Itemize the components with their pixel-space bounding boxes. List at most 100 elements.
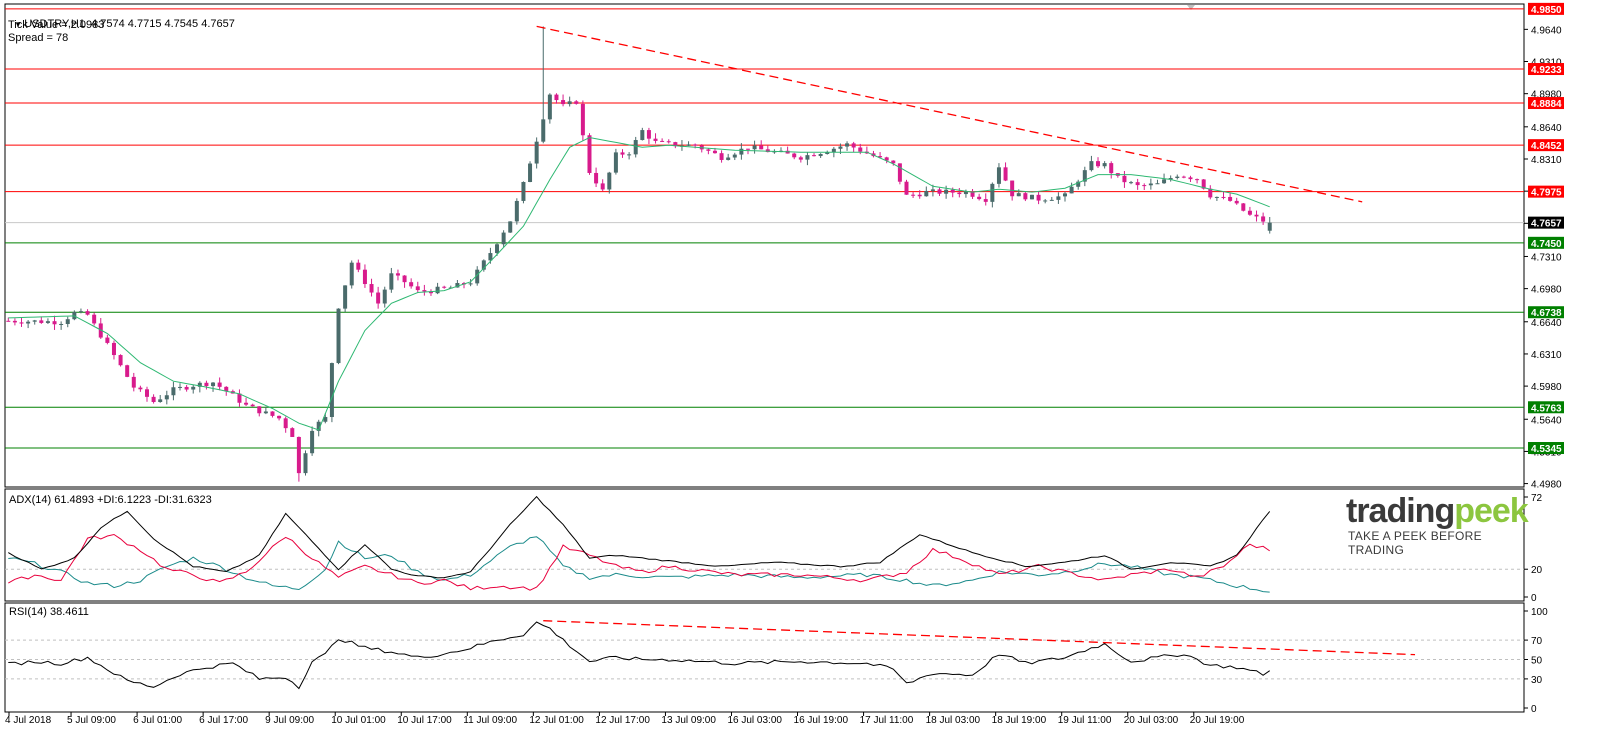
candle <box>1076 179 1081 190</box>
time-tick-label: 17 Jul 11:00 <box>860 715 914 726</box>
candle-body <box>224 386 229 392</box>
candle-body <box>990 183 995 202</box>
candle <box>1135 178 1140 190</box>
candle-body <box>138 387 143 390</box>
minus-di-line <box>8 536 1270 593</box>
candle <box>666 139 671 144</box>
time-tick-label: 16 Jul 19:00 <box>794 715 849 726</box>
candle <box>296 436 301 482</box>
candle <box>812 153 817 157</box>
candle <box>554 93 559 104</box>
candle-body <box>600 183 605 190</box>
candle-body <box>343 285 348 309</box>
price-tick-label: 4.7310 <box>1531 252 1562 263</box>
candle <box>283 416 288 433</box>
candle-body <box>580 103 585 136</box>
candle <box>805 152 810 166</box>
price-tick-label: 4.8310 <box>1531 155 1562 166</box>
candle <box>118 354 123 367</box>
candle-body <box>316 421 321 431</box>
candle-body <box>1062 193 1067 197</box>
candle-body <box>151 396 156 402</box>
candle-body <box>798 157 803 160</box>
adx-tick-label: 72 <box>1531 493 1543 504</box>
price-tick-label: 4.9310 <box>1531 58 1562 69</box>
candle-body <box>547 94 552 120</box>
candle-body <box>878 156 883 158</box>
price-tick-label: 4.5980 <box>1531 382 1562 393</box>
candle <box>917 190 922 199</box>
candle <box>607 171 612 194</box>
candle-body <box>514 200 519 222</box>
candle <box>587 133 592 175</box>
candle-body <box>501 232 506 245</box>
candle-body <box>1102 163 1107 167</box>
candle <box>1062 191 1067 202</box>
collapse-triangle-icon[interactable]: ▼ <box>14 20 25 29</box>
candle-body <box>574 101 579 104</box>
candle-body <box>1109 163 1114 174</box>
candle <box>32 319 37 325</box>
candle-body <box>1181 176 1186 178</box>
price-tick-label: 4.8640 <box>1531 123 1562 134</box>
candle <box>851 141 856 153</box>
candle-body <box>1029 194 1034 200</box>
resistance-price-tag-bg <box>1528 139 1564 152</box>
candle-body <box>1003 167 1008 181</box>
candle <box>633 136 638 158</box>
candle-body <box>924 190 929 197</box>
candle <box>270 411 275 418</box>
candle <box>561 94 566 107</box>
candle <box>759 140 764 150</box>
candle-body <box>712 150 717 154</box>
candle <box>171 381 176 401</box>
current-price-tag-bg <box>1528 216 1564 229</box>
candle-body <box>845 143 850 147</box>
support-price-tag-bg <box>1528 236 1564 249</box>
candle <box>362 264 367 288</box>
candle-body <box>1135 182 1140 186</box>
candle-body <box>111 342 116 356</box>
candle <box>1069 182 1074 194</box>
candle <box>45 318 50 324</box>
price-trendline <box>536 25 1363 203</box>
support-price-tag: 4.7450 <box>1531 239 1562 250</box>
candle <box>316 419 321 437</box>
candle <box>217 377 222 391</box>
candle <box>541 26 546 144</box>
rsi-tick-label: 50 <box>1531 656 1543 667</box>
candle-body <box>59 323 64 325</box>
candle <box>204 380 209 390</box>
candle <box>1214 196 1219 201</box>
adx-panel-title: ADX(14) 61.4893 +DI:6.1223 -DI:31.6323 <box>9 494 212 506</box>
candle <box>937 187 942 196</box>
resistance-price-tag: 4.8452 <box>1531 141 1562 152</box>
candle <box>468 279 473 287</box>
candle <box>250 403 255 407</box>
candle <box>818 153 823 158</box>
candle <box>1109 161 1114 179</box>
candle <box>1056 192 1061 204</box>
candle <box>521 181 526 204</box>
candle <box>1261 212 1266 225</box>
candle-body <box>442 286 447 288</box>
candle-body <box>382 289 387 304</box>
candle <box>686 141 691 147</box>
support-price-tag: 4.6738 <box>1531 308 1562 319</box>
time-tick-label: 5 Jul 09:00 <box>67 715 116 726</box>
support-price-tag-bg <box>1528 442 1564 455</box>
candle-body <box>329 363 334 418</box>
price-tick-label: 4.6310 <box>1531 350 1562 361</box>
candle-body <box>805 155 810 160</box>
adx-line <box>8 495 1271 579</box>
candle-body <box>528 163 533 182</box>
candle-body <box>891 160 896 164</box>
candle-body <box>428 291 433 294</box>
candle-body <box>310 430 315 454</box>
candle <box>303 450 308 476</box>
resistance-price-tag: 4.9233 <box>1531 65 1562 76</box>
candle <box>290 427 295 437</box>
candle <box>996 163 1001 188</box>
candle <box>12 318 17 326</box>
candle-body <box>594 172 599 184</box>
